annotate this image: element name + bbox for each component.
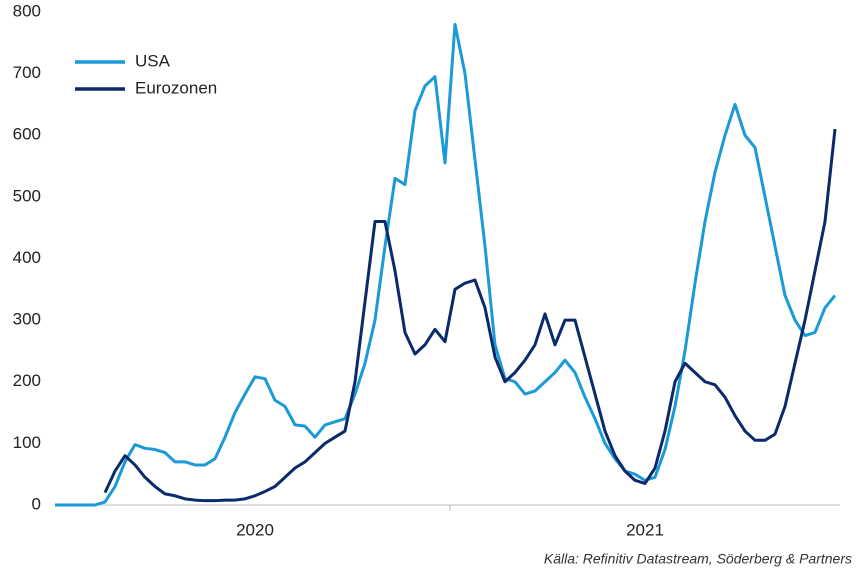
y-tick-label: 200 [13,371,41,390]
x-tick-label: 2021 [626,520,664,539]
y-tick-label: 600 [13,125,41,144]
y-tick-label: 800 [13,1,41,20]
source-note: Källa: Refinitiv Datastream, Söderberg &… [544,551,852,567]
y-tick-label: 700 [13,63,41,82]
y-tick-label: 0 [32,494,41,513]
legend-label: Eurozonen [135,78,217,97]
y-tick-label: 300 [13,310,41,329]
series-line [103,128,837,503]
y-tick-label: 100 [13,433,41,452]
x-tick-label: 2020 [236,520,274,539]
series-line [55,22,837,507]
y-tick-label: 400 [13,248,41,267]
legend-label: USA [135,51,171,70]
y-tick-label: 500 [13,186,41,205]
